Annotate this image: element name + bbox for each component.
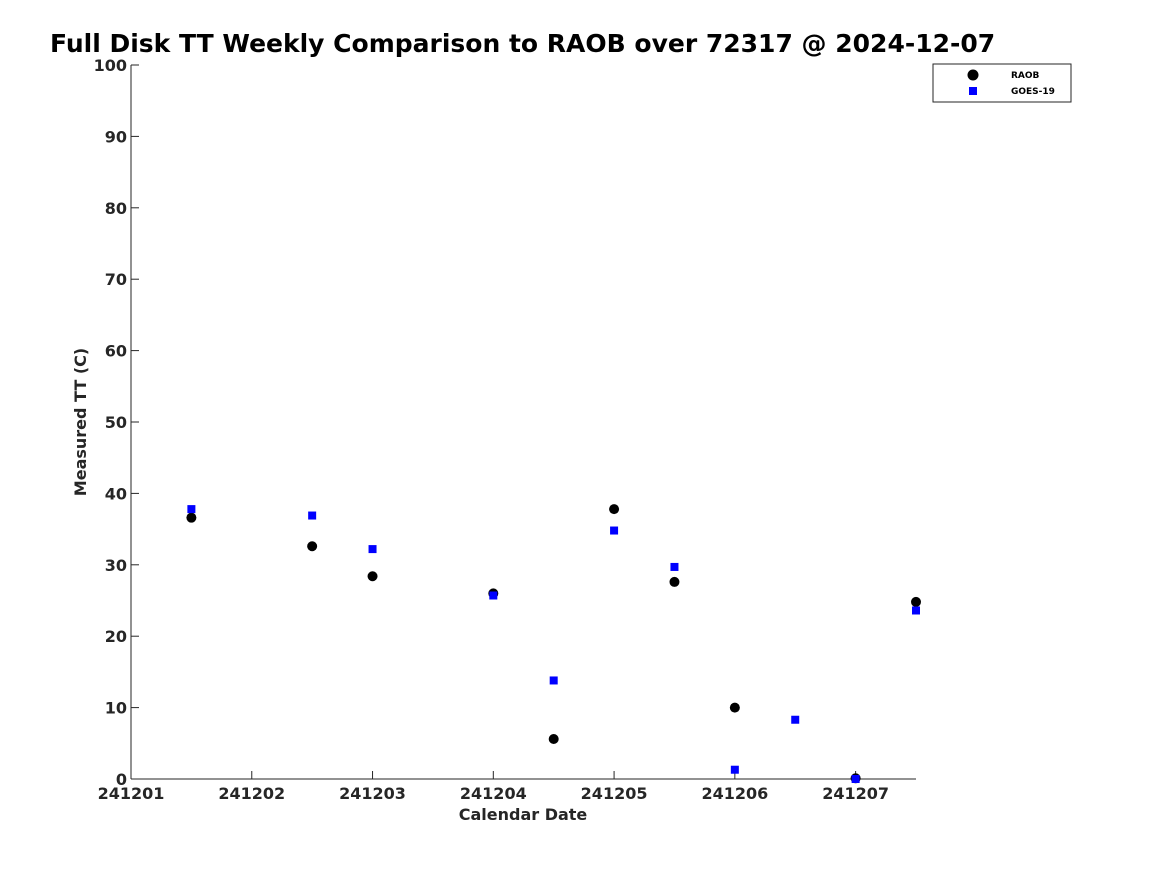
chart-title: Full Disk TT Weekly Comparison to RAOB o…	[50, 29, 995, 58]
raob-point	[911, 596, 921, 607]
legend-box	[932, 63, 1072, 103]
y-tick-label: 60	[105, 342, 127, 361]
goes-19-point	[912, 606, 920, 615]
goes-19-point	[368, 545, 377, 554]
x-tick-label: 241204	[460, 784, 527, 803]
raob-point	[367, 571, 378, 582]
raob-point	[548, 734, 559, 745]
raob-point	[669, 576, 680, 587]
x-axis-label: Calendar Date	[459, 805, 588, 824]
raob-point	[729, 702, 740, 713]
legend-raob-label: RAOB	[1011, 71, 1040, 81]
axes: 0 10 20 30 40 50 60 70 80 90 100 241201 241202 241203…	[94, 56, 916, 803]
x-tick-label: 241207	[822, 784, 889, 803]
y-tick-label: 30	[105, 556, 127, 575]
goes-19-point	[610, 526, 619, 535]
raob-point	[186, 512, 197, 523]
goes-19-point	[489, 591, 498, 600]
goes-19-point	[549, 676, 558, 685]
goes-19-point	[791, 715, 800, 724]
legend-raob-marker	[967, 69, 979, 81]
y-tick-label: 40	[105, 484, 127, 503]
legend: RAOB GOES-19	[932, 63, 1072, 103]
raob-point	[307, 541, 318, 552]
x-tick-label: 241205	[581, 784, 648, 803]
goes-19-point	[670, 562, 679, 571]
goes-19-point	[187, 505, 196, 514]
legend-goes-19-marker	[969, 87, 977, 95]
y-tick-label: 90	[105, 127, 127, 146]
y-axis-label: Measured TT (C)	[71, 348, 90, 496]
x-tick-label: 241202	[218, 784, 285, 803]
y-tick-label: 80	[105, 199, 127, 218]
y-tick-label: 100	[94, 56, 127, 75]
legend-goes-19-label: GOES-19	[1011, 87, 1055, 97]
x-tick-label: 241206	[701, 784, 768, 803]
data-marks	[186, 504, 921, 784]
raob-point	[609, 504, 620, 515]
goes-19-point	[851, 775, 860, 783]
y-tick-label: 10	[105, 699, 127, 718]
x-tick-label: 241203	[339, 784, 406, 803]
goes-19-point	[730, 765, 739, 774]
y-tick-label: 0	[116, 770, 127, 789]
goes-19-point	[308, 511, 317, 520]
x-tick-label: 241201	[98, 784, 165, 803]
y-tick-label: 20	[105, 627, 127, 646]
y-tick-label: 50	[105, 413, 127, 432]
y-tick-label: 70	[105, 270, 127, 289]
